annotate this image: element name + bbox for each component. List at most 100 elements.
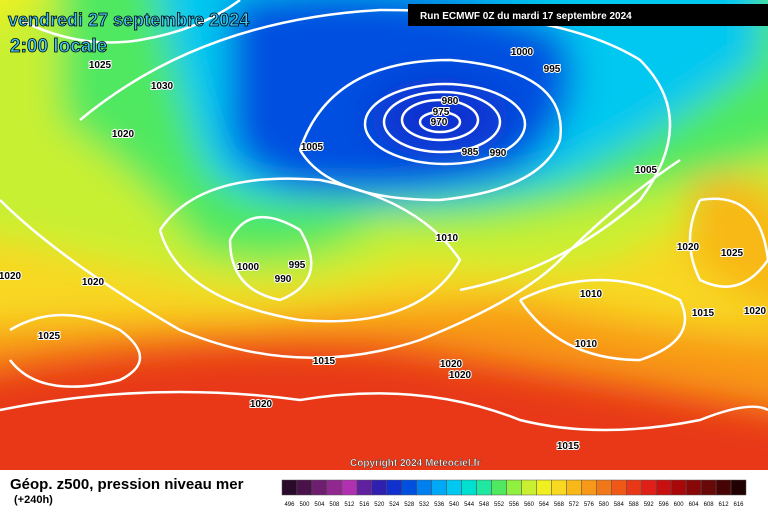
colorbar-cell — [476, 479, 492, 496]
colorbar-label: 604 — [689, 502, 700, 508]
colorbar-label: 580 — [599, 502, 610, 508]
colorbar-label: 540 — [449, 502, 460, 508]
colorbar-label: 536 — [434, 502, 445, 508]
colorbar-label: 552 — [494, 502, 505, 508]
colorbar-label: 496 — [284, 502, 295, 508]
colorbar-cell — [521, 479, 537, 496]
colorbar-cell — [670, 479, 687, 496]
isobar-label: 990 — [490, 148, 507, 159]
colorbar-label: 532 — [419, 502, 430, 508]
colorbar-label: 576 — [584, 502, 595, 508]
isobar-label: 1010 — [580, 289, 603, 300]
colorbar-cell — [506, 479, 522, 496]
isobar-label: 1005 — [301, 142, 324, 153]
colorbar-cell — [566, 479, 582, 496]
colorbar-cell — [326, 479, 343, 496]
isobar-label: 1020 — [112, 129, 135, 140]
legend-title: Géop. z500, pression niveau mer — [10, 476, 244, 493]
colorbar-cell — [491, 479, 507, 496]
colorbar-cell — [730, 479, 747, 496]
isobar-label: 1030 — [151, 81, 174, 92]
colorbar-cell — [416, 479, 432, 496]
colorbar-cell — [446, 479, 462, 496]
isobar-label: 1000 — [511, 47, 534, 58]
colorbar-label: 528 — [404, 502, 415, 508]
colorbar-label: 596 — [659, 502, 670, 508]
isobar-label: 1020 — [82, 277, 105, 288]
colorbar-label: 592 — [644, 502, 655, 508]
colorbar-cell — [356, 479, 373, 496]
isobar-label: 1020 — [0, 271, 22, 282]
colorbar-cell — [311, 479, 328, 496]
isobar-label: 1005 — [635, 165, 658, 176]
colorbar-label: 556 — [509, 502, 520, 508]
run-box — [408, 4, 768, 26]
colorbar: 496 500 504 508 512 516 520 524 528 532 536 540 544 5… — [281, 479, 747, 508]
colorbar-label: 564 — [539, 502, 550, 508]
isobar-label: 1020 — [677, 242, 700, 253]
colorbar-cell — [401, 479, 417, 496]
colorbar-cell — [611, 479, 627, 496]
colorbar-label: 548 — [479, 502, 490, 508]
colorbar-label: 544 — [464, 502, 475, 508]
copyright: Copyright 2024 Meteociel.fr — [350, 458, 481, 469]
colorbar-cell — [281, 479, 298, 496]
colorbar-cell — [715, 479, 732, 496]
colorbar-label: 608 — [704, 502, 715, 508]
isobar-label: 995 — [289, 260, 306, 271]
colorbar-label: 504 — [314, 502, 325, 508]
run-info: Run ECMWF 0Z du mardi 17 septembre 2024 — [420, 11, 632, 22]
lead-time: (+240h) — [14, 494, 53, 506]
isobar-label: 1020 — [250, 399, 273, 410]
colorbar-cell — [596, 479, 612, 496]
colorbar-cell — [655, 479, 672, 496]
colorbar-cell — [536, 479, 552, 496]
colorbar-label: 560 — [524, 502, 535, 508]
isobar-label: 1015 — [313, 356, 336, 367]
colorbar-cell — [371, 479, 388, 496]
colorbar-label: 584 — [614, 502, 625, 508]
colorbar-cell — [626, 479, 642, 496]
isobar-label: 970 — [431, 117, 448, 128]
isobars — [0, 0, 768, 432]
colorbar-cell — [551, 479, 567, 496]
colorbar-cell — [341, 479, 358, 496]
isobar-label: 1025 — [721, 248, 744, 259]
isobar-label: 1020 — [449, 370, 472, 381]
isobar-label: 995 — [544, 64, 561, 75]
colorbar-label: 612 — [719, 502, 730, 508]
colorbar-cell — [640, 479, 657, 496]
colorbar-cell — [685, 479, 702, 496]
colorbar-label: 524 — [389, 502, 400, 508]
colorbar-label: 600 — [674, 502, 685, 508]
date-title: vendredi 27 septembre 2024 — [8, 10, 249, 30]
colorbar-label: 512 — [344, 502, 355, 508]
isobar-label: 975 — [433, 107, 450, 118]
isobar-label: 1000 — [237, 262, 260, 273]
colorbar-label: 516 — [359, 502, 370, 508]
isobar-label: 985 — [462, 147, 479, 158]
isobar-label: 1015 — [692, 308, 715, 319]
isobar-label: 1020 — [440, 359, 463, 370]
colorbar-cell — [700, 479, 717, 496]
colorbar-label: 500 — [299, 502, 310, 508]
local-time: 2:00 locale — [10, 36, 107, 57]
colorbar-label: 616 — [734, 502, 745, 508]
isobar-label: 980 — [442, 96, 459, 107]
isobar-label: 1010 — [436, 233, 459, 244]
isobar-label: 1025 — [89, 60, 112, 71]
colorbar-label: 568 — [554, 502, 565, 508]
isobar-label: 1020 — [744, 306, 767, 317]
colorbar-cell — [386, 479, 402, 496]
isobar-label: 1025 — [38, 331, 61, 342]
colorbar-label: 508 — [329, 502, 340, 508]
colorbar-cell — [461, 479, 477, 496]
colorbar-label: 520 — [374, 502, 385, 508]
colorbar-cell — [431, 479, 447, 496]
colorbar-label: 588 — [629, 502, 640, 508]
colorbar-cell — [581, 479, 597, 496]
isobar-label: 1015 — [557, 441, 580, 452]
